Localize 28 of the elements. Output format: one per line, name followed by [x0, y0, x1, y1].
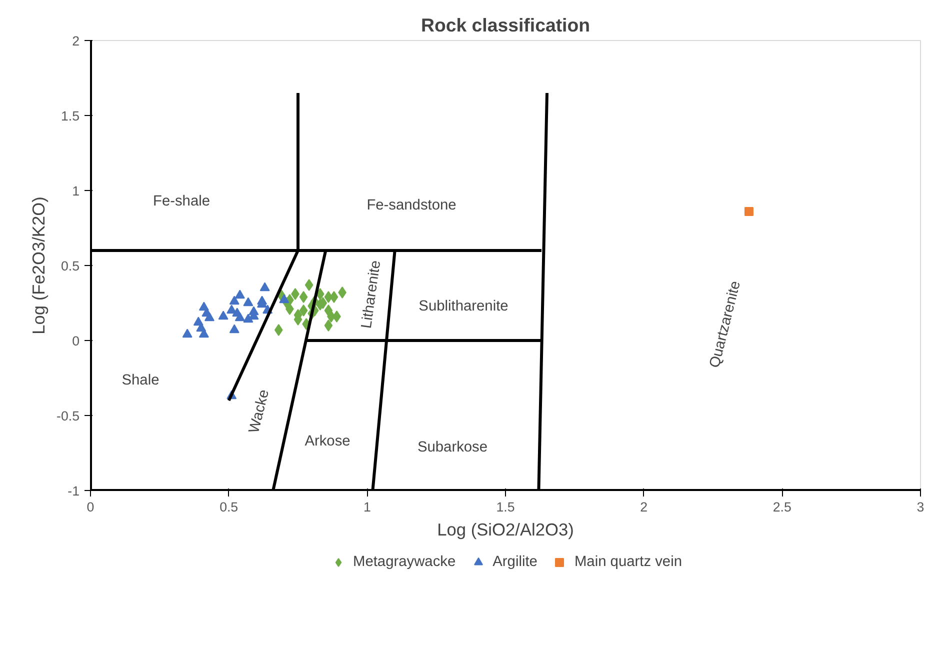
- y-tick-label: 1: [72, 184, 80, 198]
- y-tick-label: 2: [72, 34, 80, 48]
- y-tick-label: -0.5: [56, 408, 80, 424]
- y-axis-title: Log (Fe2O3/K2O): [28, 196, 49, 334]
- x-tick-label: 0.5: [220, 500, 238, 514]
- annotation: Fe-sandstone: [366, 198, 456, 214]
- x-tick-label: 2.5: [772, 500, 792, 514]
- x-tick-label: 3: [916, 500, 924, 514]
- annotation: Fe-shale: [152, 194, 210, 210]
- x-axis-title: Log (SiO2/Al2O3): [437, 520, 574, 540]
- legend-label: Metagraywacke: [353, 554, 456, 570]
- annotation: Shale: [122, 372, 160, 388]
- chart-title: Rock classification: [420, 14, 590, 36]
- legend-label: Main quartz vein: [574, 554, 682, 570]
- y-tick-label: 1.5: [60, 108, 80, 124]
- x-tick-label: 1.5: [496, 500, 515, 514]
- annotation: Sublitharenite: [418, 298, 508, 314]
- annotation: Subarkose: [417, 440, 488, 456]
- annotation: Litharenite: [358, 259, 384, 330]
- annotation: Wacke: [246, 388, 273, 435]
- legend-label: Argilite: [492, 554, 538, 570]
- x-tick-label: 2: [640, 500, 648, 514]
- y-tick-label: 0.5: [60, 258, 80, 274]
- y-tick-label: -1: [68, 484, 80, 498]
- y-tick-label: 0: [72, 334, 80, 348]
- x-tick-label: 1: [363, 500, 371, 514]
- x-tick-label: 0: [86, 500, 94, 514]
- annotation: Arkose: [304, 434, 350, 450]
